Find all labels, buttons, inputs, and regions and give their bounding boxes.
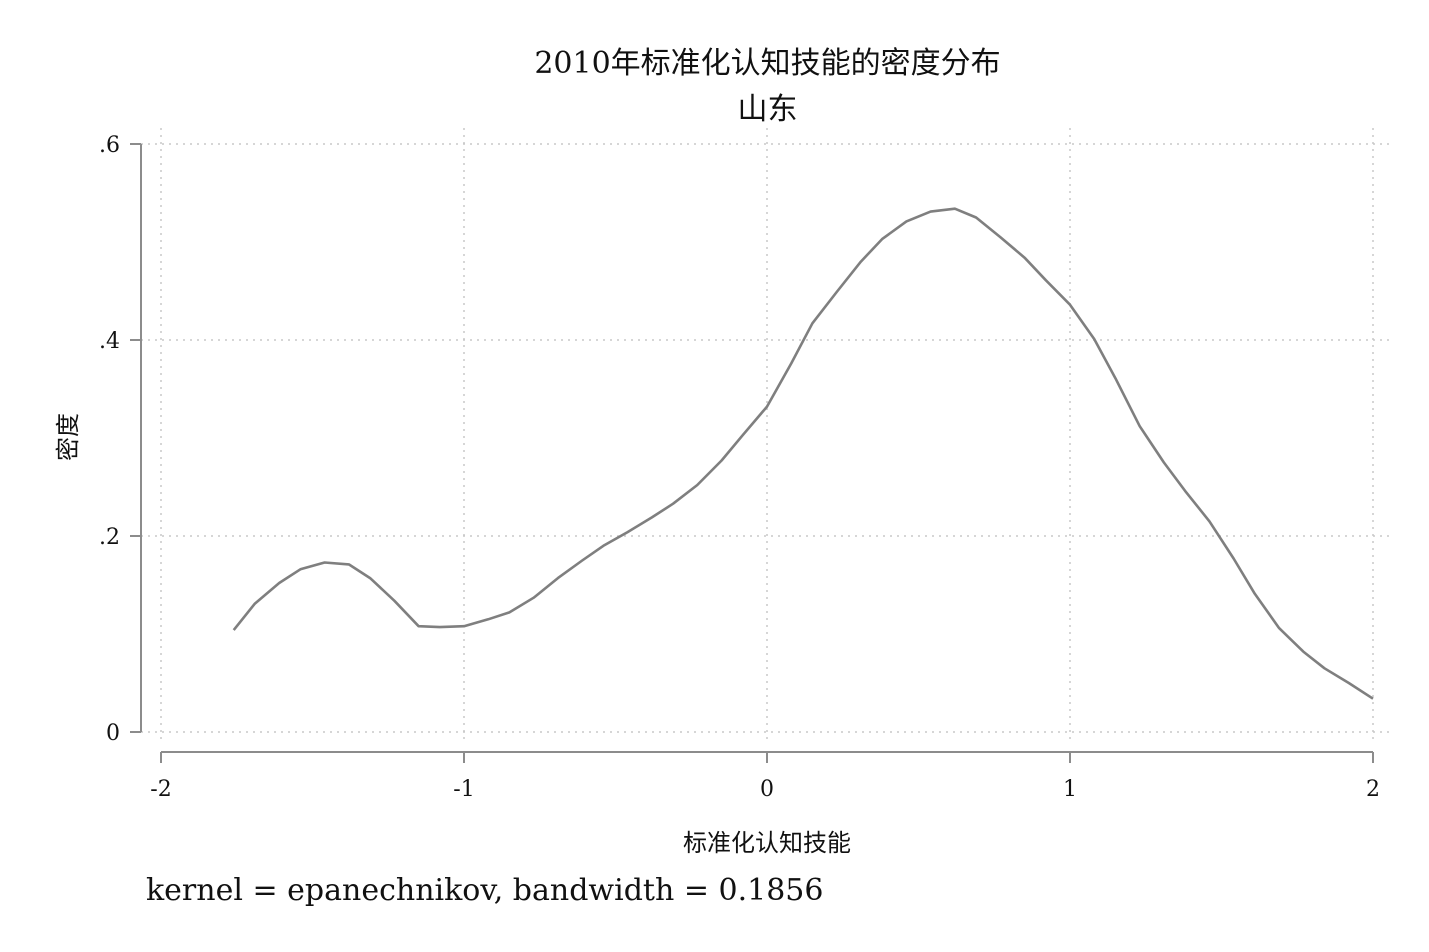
y-axis-title: 密度 [54, 413, 82, 461]
y-tick-label: .6 [99, 133, 120, 158]
x-tick-label: 1 [1063, 777, 1077, 802]
x-tick-label: 2 [1366, 777, 1380, 802]
kernel-note: kernel = epanechnikov, bandwidth = 0.185… [146, 873, 824, 908]
chart-subtitle: 山东 [737, 92, 798, 127]
grid-layer [141, 128, 1392, 740]
y-tick-label: .2 [99, 525, 120, 550]
x-axis-title: 标准化认知技能 [683, 829, 851, 857]
density-line [232, 207, 1374, 700]
y-tick-label: 0 [106, 721, 120, 746]
axes-layer: 0 .2 .4 .6 -2 -1 0 1 2 [99, 133, 1380, 802]
y-tick-label: .4 [99, 329, 120, 354]
line-layer [232, 207, 1374, 700]
chart-title: 2010年标准化认知技能的密度分布 [534, 46, 1001, 81]
x-tick-label: -1 [453, 777, 474, 802]
x-tick-label: -2 [150, 777, 171, 802]
x-tick-label: 0 [760, 777, 774, 802]
